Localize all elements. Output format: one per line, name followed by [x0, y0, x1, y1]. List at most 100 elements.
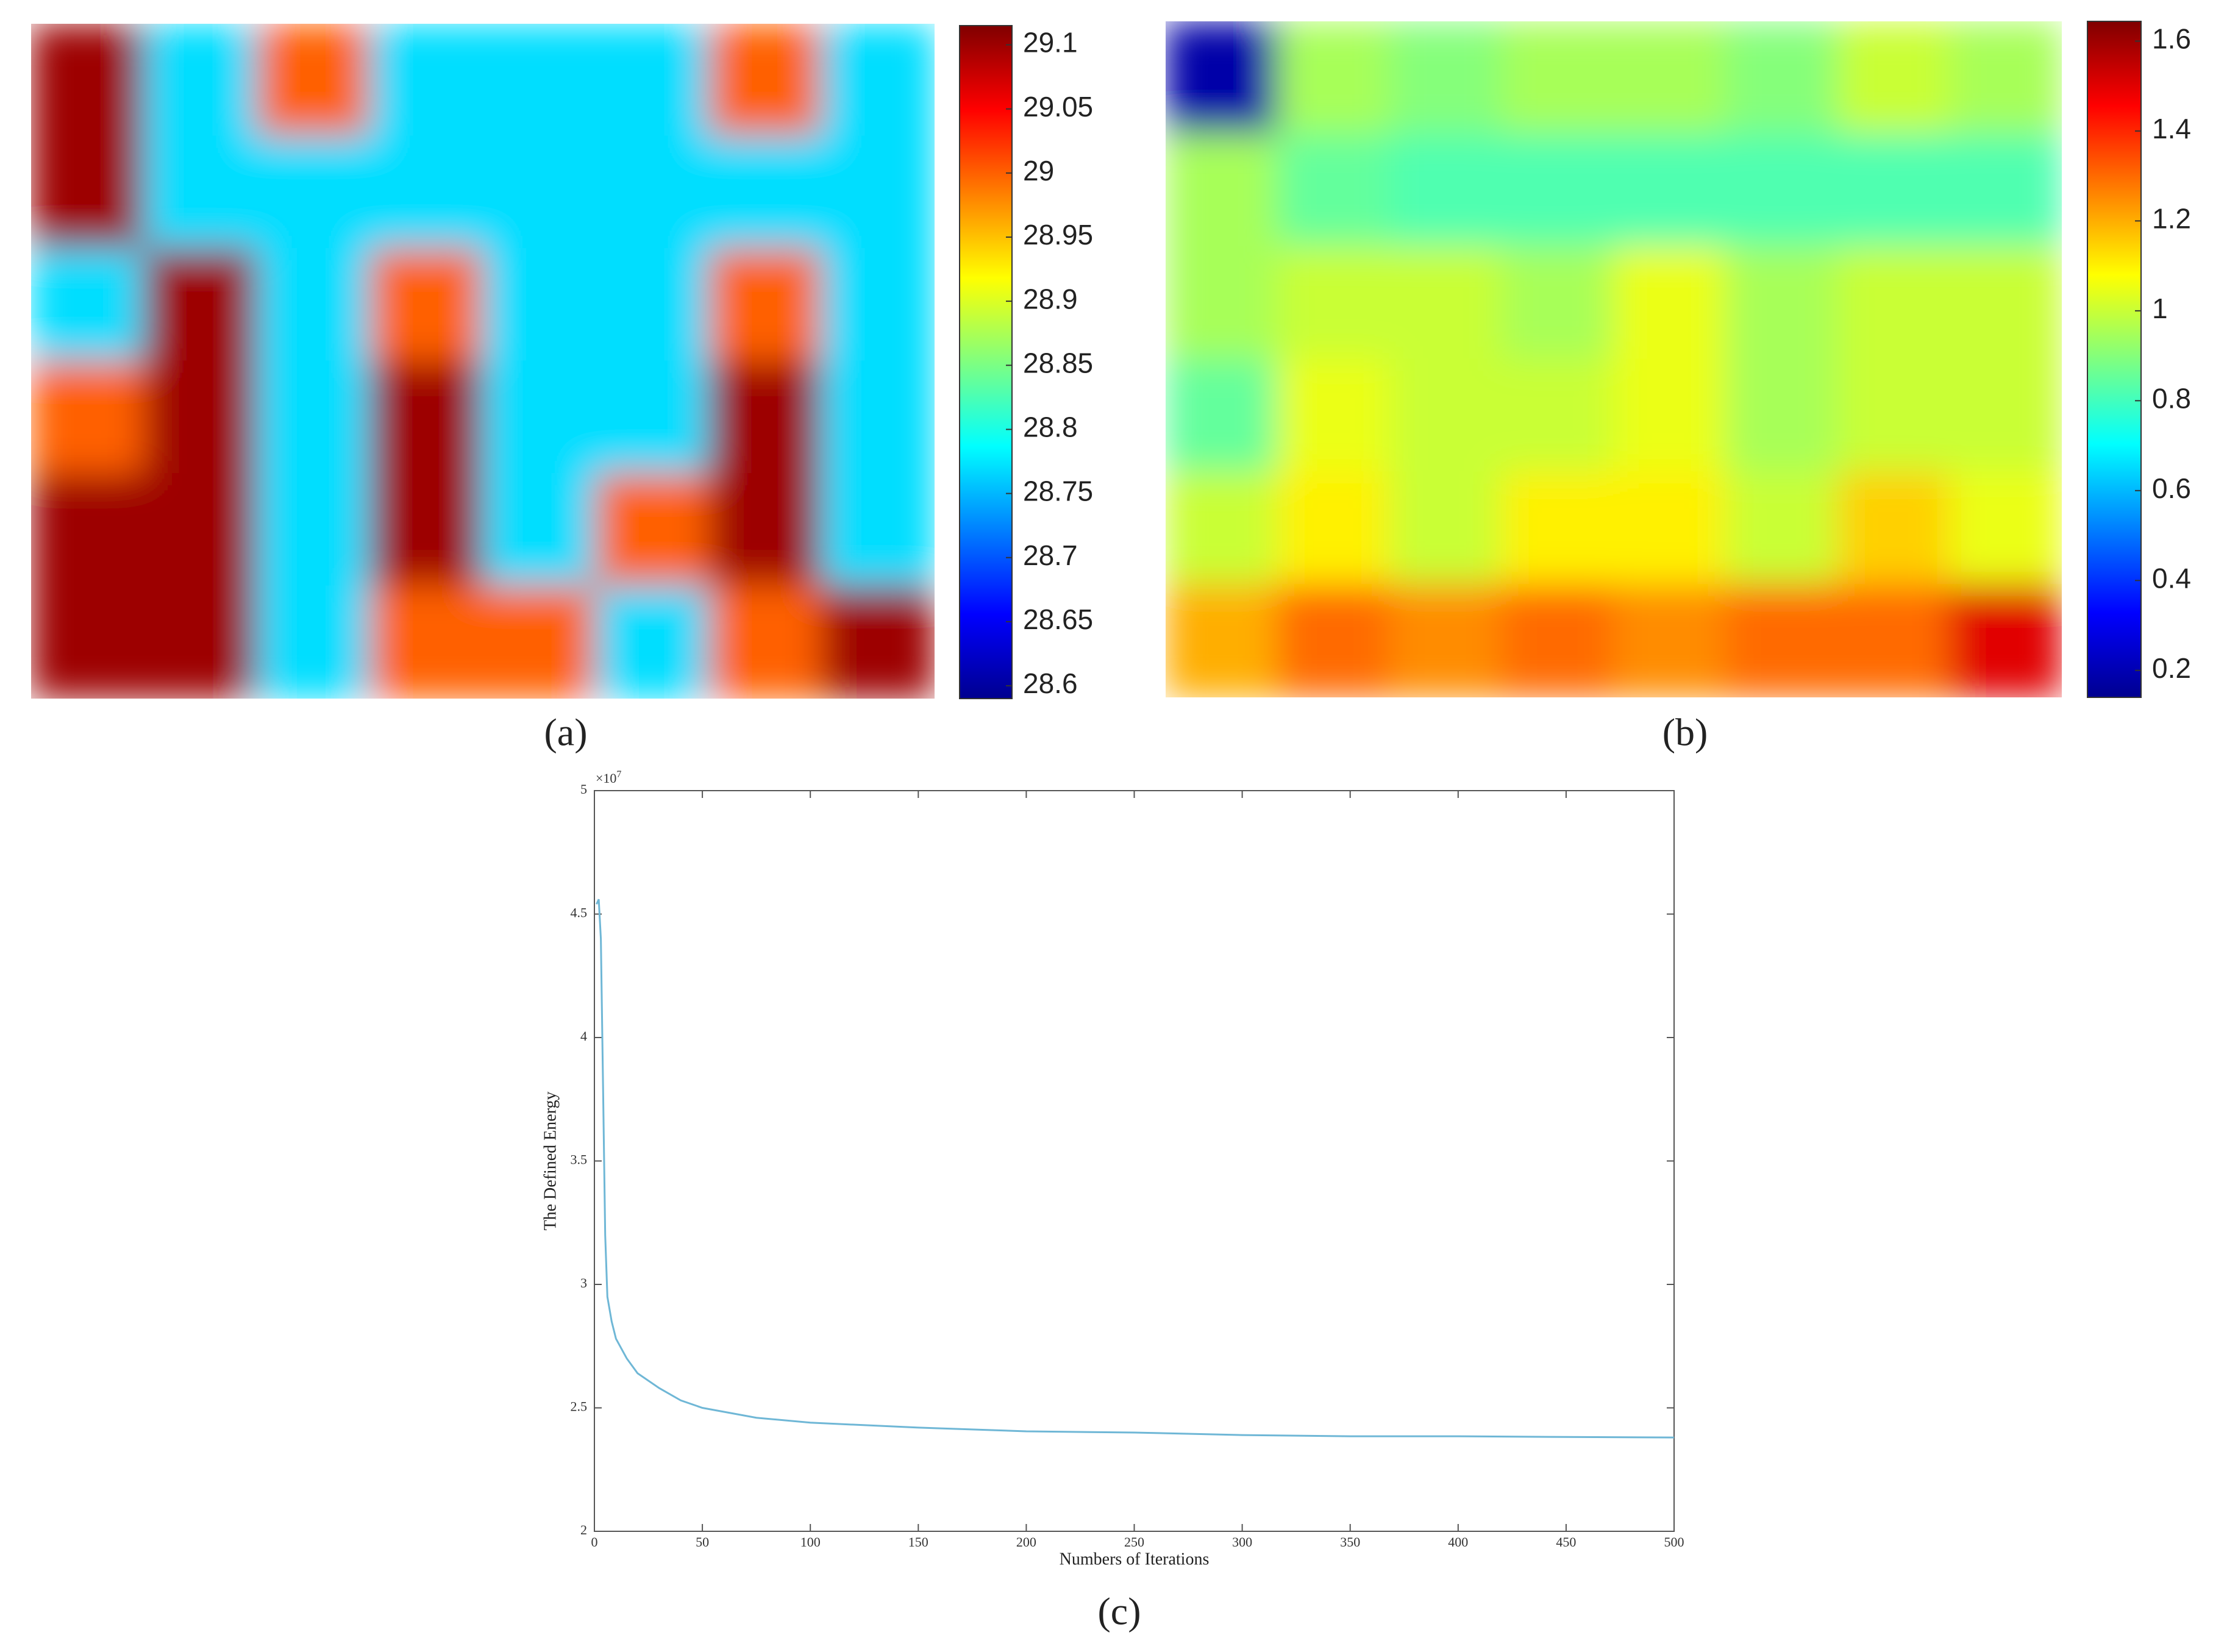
heatmap-cell: [1277, 358, 1391, 473]
heatmap-cell: [1166, 358, 1278, 473]
y-tick-label: 2.5: [571, 1399, 588, 1414]
heatmap-cell: [1389, 471, 1503, 586]
heatmap-cell: [1166, 21, 1278, 135]
heatmap-cell: [482, 585, 597, 699]
heatmap-cell: [1837, 21, 1951, 135]
heatmap-cell: [482, 473, 597, 587]
colorbar-tick-label: 28.85: [1023, 347, 1093, 379]
heatmap-cell: [595, 360, 710, 474]
colorbar-tick-label: 29.1: [1023, 27, 1078, 59]
heatmap-cell: [143, 135, 258, 249]
colorbar-tick-label: 1.6: [2152, 23, 2191, 55]
plot-box: [594, 790, 1675, 1532]
heatmap-cell: [708, 248, 822, 362]
y-multiplier-exponent: 7: [616, 769, 621, 780]
heatmap-cell: [821, 585, 935, 699]
heatmap-cell: [708, 473, 822, 587]
heatmap-cell: [31, 248, 145, 362]
heatmap-cell: [708, 24, 822, 137]
heatmap-cell: [369, 24, 483, 137]
x-tick-label: 100: [800, 1534, 821, 1550]
heatmap-cell: [1613, 584, 1727, 697]
heatmap-cell: [1277, 584, 1391, 697]
x-tick-label: 400: [1448, 1534, 1468, 1550]
heatmap-cell: [369, 135, 483, 249]
heatmap-cell: [1277, 133, 1391, 247]
colorbar-tick-label: 28.95: [1023, 219, 1093, 251]
heatmap-cell: [595, 585, 710, 699]
heatmap-cell: [708, 585, 822, 699]
heatmap-cell: [482, 360, 597, 474]
heatmap-clip: [31, 24, 935, 699]
y-tick-label: 3.5: [571, 1152, 588, 1167]
heatmap-cell: [1501, 21, 1614, 135]
heatmap-cell: [256, 24, 371, 137]
heatmap-cell: [821, 135, 935, 249]
heatmap-cell: [369, 585, 483, 699]
line: [596, 899, 1675, 1439]
heatmap-cell: [1166, 584, 1278, 697]
heatmap-cell: [1613, 358, 1727, 473]
heatmap-clip: [1166, 21, 2062, 697]
heatmap-cell: [1949, 358, 2062, 473]
heatmap-cell: [1166, 246, 1278, 360]
heatmap-cell: [595, 248, 710, 362]
heatmap-cell: [1837, 471, 1951, 586]
heatmap-cell: [1949, 21, 2062, 135]
heatmap-cell: [821, 360, 935, 474]
heatmap-cell: [31, 24, 145, 137]
colorbar-tick-label: 29.05: [1023, 91, 1093, 123]
panel-label: (b): [1662, 711, 1708, 754]
colorbar-tick-label: 0.6: [2152, 472, 2191, 504]
colorbar-tick-label: 0.2: [2152, 652, 2191, 684]
y-tick-label: 5: [580, 781, 587, 797]
heatmap-cell: [1725, 584, 1839, 697]
heatmap-cell: [482, 248, 597, 362]
heatmap-cell: [1725, 358, 1839, 473]
heatmap-cell: [143, 248, 258, 362]
panel-label: (c): [1097, 1590, 1141, 1633]
heatmap-cell: [821, 473, 935, 587]
heatmap-cell: [256, 135, 371, 249]
heatmap-cell: [1501, 133, 1614, 247]
x-tick-label: 200: [1016, 1534, 1036, 1550]
heatmap-cell: [1613, 246, 1727, 360]
heatmap-cell: [1725, 471, 1839, 586]
heatmap-cell: [1613, 133, 1727, 247]
colorbar-tick-label: 29: [1023, 155, 1054, 187]
heatmap: [31, 24, 935, 699]
heatmap-cell: [31, 473, 145, 587]
heatmap-cell: [708, 360, 822, 474]
heatmap-cell: [31, 135, 145, 249]
heatmap-cell: [482, 135, 597, 249]
colorbar: [959, 25, 1013, 699]
x-tick-label: 500: [1664, 1534, 1684, 1550]
x-tick-label: 0: [591, 1534, 598, 1550]
heatmap-cell: [1277, 21, 1391, 135]
heatmap-cell: [1389, 246, 1503, 360]
heatmap-cell: [1389, 584, 1503, 697]
heatmap-cell: [595, 135, 710, 249]
heatmap-cell: [256, 585, 371, 699]
heatmap-cell: [1389, 21, 1503, 135]
heatmap-cell: [369, 473, 483, 587]
heatmap-cell: [482, 24, 597, 137]
heatmap-cell: [1949, 584, 2062, 697]
heatmap-cell: [1389, 358, 1503, 473]
heatmap-cell: [1501, 471, 1614, 586]
heatmap-cell: [1725, 246, 1839, 360]
x-tick-label: 150: [908, 1534, 928, 1550]
panel-label: (a): [544, 711, 587, 754]
heatmap-cell: [143, 24, 258, 137]
heatmap-cell: [1166, 133, 1278, 247]
x-tick-label: 50: [696, 1534, 709, 1550]
heatmap-cell: [1949, 471, 2062, 586]
x-tick-label: 350: [1340, 1534, 1360, 1550]
colorbar-tick-label: 1: [2152, 293, 2168, 324]
y-tick-label: 2: [580, 1522, 587, 1537]
heatmap-cell: [1613, 471, 1727, 586]
y-multiplier: ×107: [596, 769, 621, 786]
y-tick-label: 4: [580, 1028, 587, 1044]
heatmap-cell: [1277, 471, 1391, 586]
